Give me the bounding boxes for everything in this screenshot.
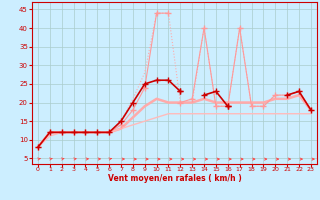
X-axis label: Vent moyen/en rafales ( km/h ): Vent moyen/en rafales ( km/h ) <box>108 174 241 183</box>
